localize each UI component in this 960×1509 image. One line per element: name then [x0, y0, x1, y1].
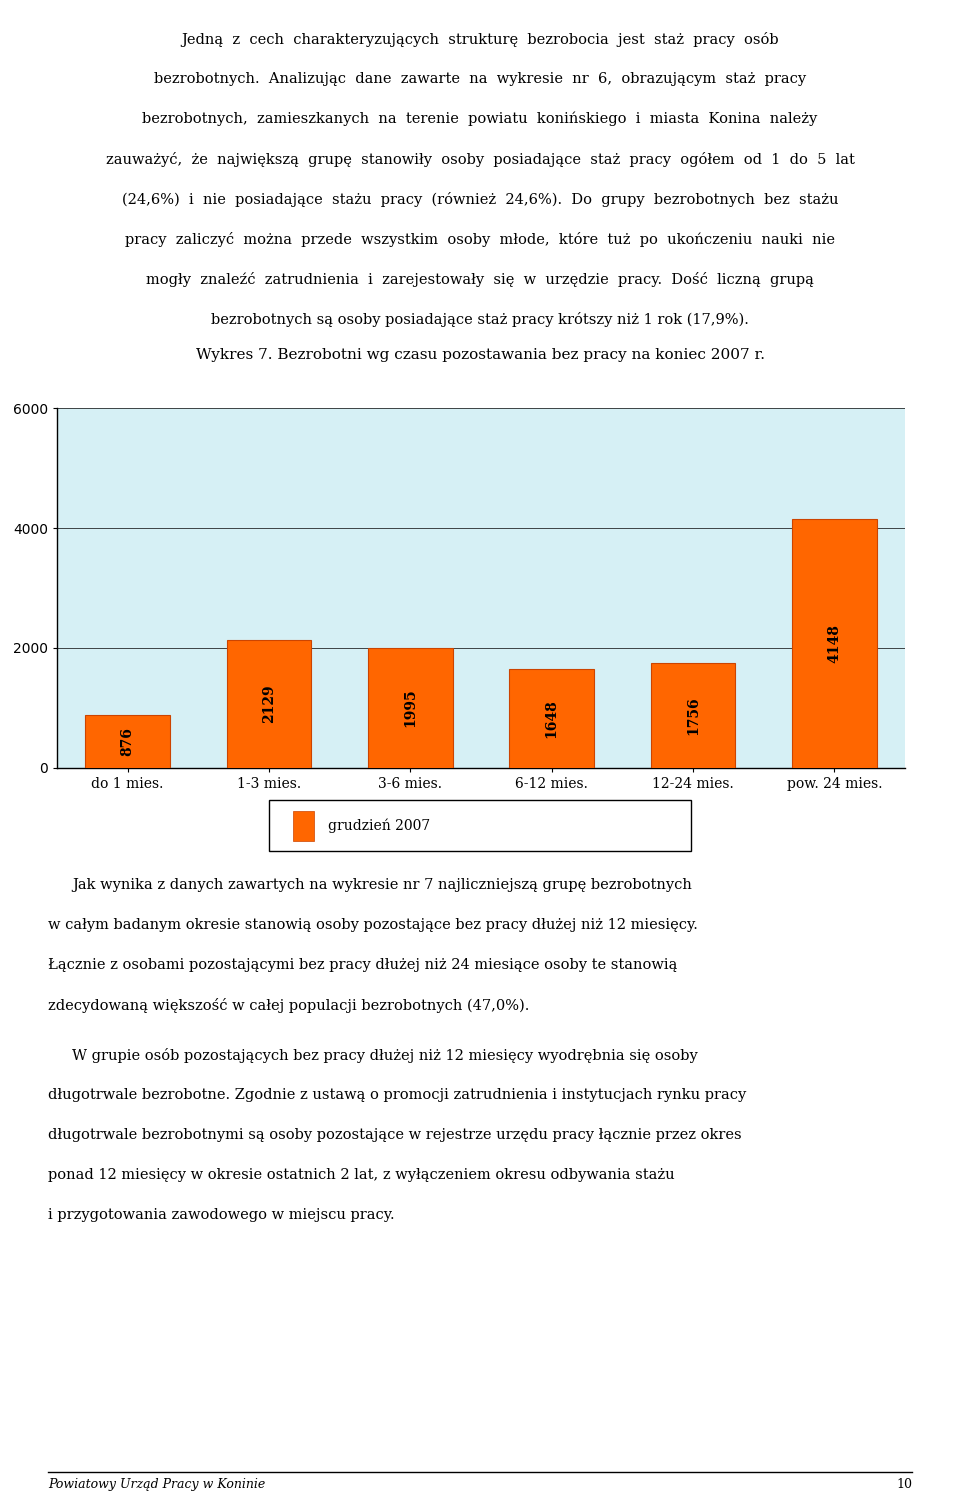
- Text: (24,6%)  i  nie  posiadające  stażu  pracy  (również  24,6%).  Do  grupy  bezrob: (24,6%) i nie posiadające stażu pracy (r…: [122, 192, 838, 207]
- Text: bezrobotnych są osoby posiadające staż pracy krótszy niż 1 rok (17,9%).: bezrobotnych są osoby posiadające staż p…: [211, 312, 749, 327]
- Text: długotrwale bezrobotne. Zgodnie z ustawą o promocji zatrudnienia i instytucjach : długotrwale bezrobotne. Zgodnie z ustawą…: [48, 1088, 746, 1102]
- Text: długotrwale bezrobotnymi są osoby pozostające w rejestrze urzędu pracy łącznie p: długotrwale bezrobotnymi są osoby pozost…: [48, 1129, 742, 1142]
- Text: 1995: 1995: [403, 688, 418, 727]
- Text: mogły  znaleźć  zatrudnienia  i  zarejestowały  się  w  urzędzie  pracy.  Dość  : mogły znaleźć zatrudnienia i zarejestowa…: [146, 272, 814, 287]
- Text: 2129: 2129: [262, 685, 276, 723]
- Text: 1756: 1756: [686, 696, 700, 735]
- Text: zdecydowaną większość w całej populacji bezrobotnych (47,0%).: zdecydowaną większość w całej populacji …: [48, 997, 529, 1013]
- Text: 1648: 1648: [544, 699, 559, 738]
- Text: pracy  zaliczyć  można  przede  wszystkim  osoby  młode,  które  tuż  po  ukończ: pracy zaliczyć można przede wszystkim os…: [125, 232, 835, 247]
- Text: Jak wynika z danych zawartych na wykresie nr 7 najliczniejszą grupę bezrobotnych: Jak wynika z danych zawartych na wykresi…: [72, 878, 692, 892]
- Text: grudzień 2007: grudzień 2007: [328, 818, 431, 833]
- Bar: [85, 715, 170, 768]
- Text: bezrobotnych,  zamieszkanych  na  terenie  powiatu  konińskiego  i  miasta  Koni: bezrobotnych, zamieszkanych na terenie p…: [142, 112, 818, 127]
- Text: ponad 12 miesięcy w okresie ostatnich 2 lat, z wyłączeniem okresu odbywania staż: ponad 12 miesięcy w okresie ostatnich 2 …: [48, 1168, 675, 1182]
- Text: zauważyć,  że  największą  grupę  stanowiły  osoby  posiadające  staż  pracy  og: zauważyć, że największą grupę stanowiły …: [106, 152, 854, 167]
- Bar: [227, 640, 311, 768]
- Bar: [509, 668, 594, 768]
- Bar: [368, 649, 453, 768]
- Text: 876: 876: [121, 727, 134, 756]
- Text: w całym badanym okresie stanowią osoby pozostające bez pracy dłużej niż 12 miesi: w całym badanym okresie stanowią osoby p…: [48, 917, 698, 933]
- Text: W grupie osób pozostających bez pracy dłużej niż 12 miesięcy wyodrębnia się osob: W grupie osób pozostających bez pracy dł…: [72, 1047, 698, 1062]
- Text: Powiatowy Urząd Pracy w Koninie: Powiatowy Urząd Pracy w Koninie: [48, 1477, 265, 1491]
- Text: bezrobotnych.  Analizując  dane  zawarte  na  wykresie  nr  6,  obrazującym  sta: bezrobotnych. Analizując dane zawarte na…: [154, 72, 806, 86]
- Text: Jedną  z  cech  charakteryzujących  strukturę  bezrobocia  jest  staż  pracy  os: Jedną z cech charakteryzujących struktur…: [181, 32, 779, 47]
- Bar: [651, 662, 735, 768]
- Text: i przygotowania zawodowego w miejscu pracy.: i przygotowania zawodowego w miejscu pra…: [48, 1209, 395, 1222]
- Bar: [792, 519, 876, 768]
- Text: Wykres 7. Bezrobotni wg czasu pozostawania bez pracy na koniec 2007 r.: Wykres 7. Bezrobotni wg czasu pozostawan…: [196, 349, 764, 362]
- Text: 10: 10: [896, 1477, 912, 1491]
- FancyBboxPatch shape: [269, 800, 691, 851]
- Text: Łącznie z osobami pozostającymi bez pracy dłużej niż 24 miesiące osoby te stanow: Łącznie z osobami pozostającymi bez prac…: [48, 958, 678, 972]
- FancyBboxPatch shape: [293, 810, 314, 841]
- Text: 4148: 4148: [828, 625, 841, 662]
